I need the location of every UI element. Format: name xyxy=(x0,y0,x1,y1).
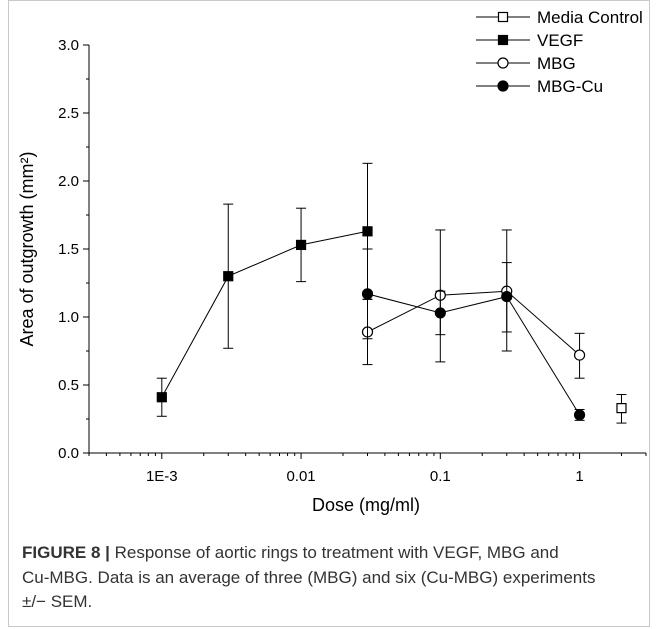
series-media-control xyxy=(616,394,627,424)
data-point-mbg-cu xyxy=(361,288,374,300)
series-vegf xyxy=(156,162,373,417)
figure-caption: FIGURE 8 | Response of aortic rings to t… xyxy=(22,541,595,615)
data-point-vegf xyxy=(223,271,234,282)
data-point-mbg-cu xyxy=(501,291,513,303)
y-tick-label: 1.0 xyxy=(58,309,79,326)
series-line-vegf xyxy=(161,230,368,398)
y-tick-label: 1.5 xyxy=(58,241,79,258)
legend-marker-mbg-cu xyxy=(497,80,509,92)
legend-marker-vegf xyxy=(497,34,509,46)
legend-label-vegf: VEGF xyxy=(537,31,583,50)
legend-label-media-control: Media Control xyxy=(537,8,643,27)
y-tick-label: 2.5 xyxy=(58,105,79,122)
figure-frame xyxy=(8,0,650,627)
x-tick-label: 0.1 xyxy=(430,468,451,485)
legend: Media Control VEGF MBG MBG-Cu xyxy=(476,8,643,96)
legend-entry-vegf: VEGF xyxy=(476,31,583,50)
axes: 0.0 0.5 1.0 1.5 2.0 2.5 3.0 1E-3 0.01 0.1 1 xyxy=(58,37,647,485)
series-mbg-cu xyxy=(361,248,586,421)
data-point-mbg-cu xyxy=(573,409,586,421)
data-point-mbg xyxy=(573,349,586,361)
data-point-vegf xyxy=(362,226,373,237)
y-tick-label: 2.0 xyxy=(58,173,79,190)
y-tick-label: 0.5 xyxy=(58,377,79,394)
x-tick-label: 1 xyxy=(575,468,583,485)
legend-marker-media-control xyxy=(497,11,509,23)
data-point-vegf xyxy=(295,239,307,251)
figure-label: FIGURE 8 | xyxy=(22,543,110,562)
caption-line-3: ±/− SEM. xyxy=(22,592,93,611)
legend-entry-mbg-cu: MBG-Cu xyxy=(476,77,603,96)
plot-series xyxy=(156,162,627,424)
y-axis-label: Area of outgrowth (mm²) xyxy=(17,151,37,346)
y-tick-label: 0.0 xyxy=(58,445,79,462)
series-line-mbg xyxy=(367,290,580,356)
caption-text-1: Response of aortic rings to treatment wi… xyxy=(114,543,559,562)
data-point-vegf xyxy=(156,392,167,403)
legend-entry-mbg: MBG xyxy=(476,54,576,73)
data-point-media-control xyxy=(616,403,627,414)
legend-label-mbg-cu: MBG-Cu xyxy=(537,77,603,96)
data-point-mbg-cu xyxy=(434,307,446,319)
legend-entry-media-control: Media Control xyxy=(476,8,643,27)
x-axis-label: Dose (mg/ml) xyxy=(312,495,420,515)
legend-label-mbg: MBG xyxy=(537,54,576,73)
caption-line-2: Cu-MBG. Data is an average of three (MBG… xyxy=(22,567,596,587)
y-tick-label: 3.0 xyxy=(58,37,79,54)
x-tick-label: 0.01 xyxy=(286,468,315,485)
chart: 0.0 0.5 1.0 1.5 2.0 2.5 3.0 1E-3 0.01 0.1 1 Media … xyxy=(17,8,647,515)
caption-line-1: FIGURE 8 | Response of aortic rings to t… xyxy=(22,541,595,566)
series-line-mbg-cu xyxy=(367,293,581,416)
x-tick-label: 1E-3 xyxy=(146,468,178,485)
series-mbg xyxy=(361,229,586,379)
legend-marker-mbg xyxy=(497,57,509,69)
